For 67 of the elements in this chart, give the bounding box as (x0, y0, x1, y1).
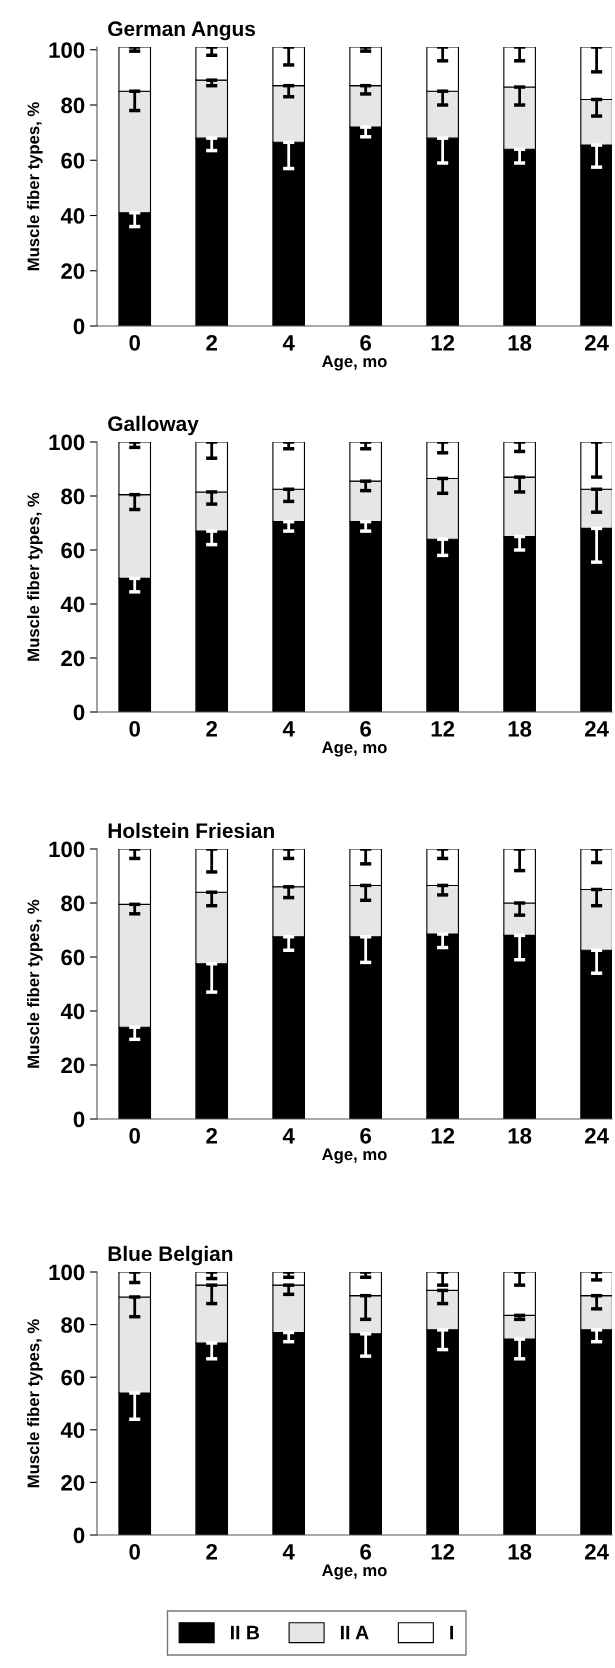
x-axis-title: Age, mo (322, 355, 387, 371)
x-tick-label: 24 (585, 1543, 609, 1560)
y-tick-label: 100 (49, 434, 85, 451)
x-tick-label: 18 (508, 1127, 532, 1144)
y-axis-title: Muscle fiber types, % (27, 102, 43, 271)
y-tick-label: 40 (60, 208, 85, 224)
x-tick-label: 0 (129, 334, 140, 351)
x-tick-label: 12 (431, 1127, 455, 1144)
x-tick-label: 18 (508, 334, 532, 351)
x-tick-label: 24 (585, 720, 609, 737)
x-tick-label: 0 (129, 1543, 140, 1560)
y-tick-label: 60 (61, 542, 85, 559)
x-tick-label: 4 (282, 335, 295, 351)
y-tick-label: 40 (60, 1003, 85, 1020)
x-tick-label: 24 (585, 334, 609, 351)
legend-label: II B (231, 1625, 260, 1640)
y-tick-label: 80 (61, 97, 85, 114)
y-tick-label: 80 (61, 488, 85, 505)
y-tick-label: 60 (61, 949, 85, 966)
x-tick-label: 4 (282, 1544, 295, 1560)
y-axis-title: Muscle fiber types, % (27, 899, 43, 1068)
x-tick-label: 2 (206, 1127, 217, 1144)
x-tick-label: 6 (360, 720, 372, 737)
y-tick-label: 20 (61, 1474, 85, 1491)
x-axis-title: Age, mo (322, 1564, 387, 1580)
chart-title: Galloway (108, 415, 199, 436)
x-axis-title: Age, mo (322, 741, 387, 757)
y-tick-label: 40 (60, 1422, 85, 1439)
y-tick-label: 80 (61, 1317, 85, 1333)
x-tick-label: 2 (206, 1543, 217, 1560)
x-tick-label: 12 (431, 334, 455, 351)
y-tick-label: 20 (61, 650, 85, 667)
x-tick-label: 4 (282, 721, 295, 737)
x-tick-label: 6 (360, 334, 372, 351)
x-tick-label: 24 (585, 1127, 609, 1144)
legend-label: I (450, 1625, 454, 1640)
x-tick-label: 6 (360, 1127, 372, 1144)
y-tick-label: 60 (61, 152, 85, 169)
x-tick-label: 12 (431, 720, 455, 737)
chart-title: German Angus (108, 21, 255, 41)
x-tick-label: 6 (360, 1543, 372, 1560)
x-tick-label: 0 (129, 1127, 140, 1144)
y-tick-label: 100 (49, 841, 85, 858)
y-tick-label: 0 (73, 1111, 85, 1128)
legend-label: II A (340, 1625, 369, 1640)
y-tick-label: 100 (49, 42, 85, 59)
x-tick-label: 0 (129, 720, 140, 737)
y-tick-label: 80 (61, 895, 85, 912)
x-axis-title: Age, mo (322, 1148, 387, 1164)
x-tick-label: 2 (206, 334, 217, 351)
x-tick-label: 2 (206, 720, 217, 737)
y-tick-label: 0 (73, 704, 85, 721)
chart-title: Blue Belgian (108, 1245, 233, 1266)
y-tick-label: 60 (61, 1369, 85, 1386)
x-tick-label: 18 (508, 1543, 532, 1560)
x-tick-label: 4 (282, 1128, 295, 1144)
y-tick-label: 20 (61, 263, 85, 280)
x-tick-label: 12 (431, 1543, 455, 1560)
y-tick-label: 0 (73, 318, 85, 335)
y-tick-label: 100 (49, 1264, 85, 1281)
y-axis-title: Muscle fiber types, % (27, 1319, 43, 1488)
x-tick-label: 18 (508, 720, 532, 737)
y-tick-label: 40 (60, 596, 85, 613)
chart-title: Holstein Friesian (108, 822, 274, 839)
y-axis-title: Muscle fiber types, % (27, 492, 43, 661)
y-tick-label: 20 (61, 1057, 85, 1074)
y-tick-label: 0 (73, 1527, 85, 1544)
